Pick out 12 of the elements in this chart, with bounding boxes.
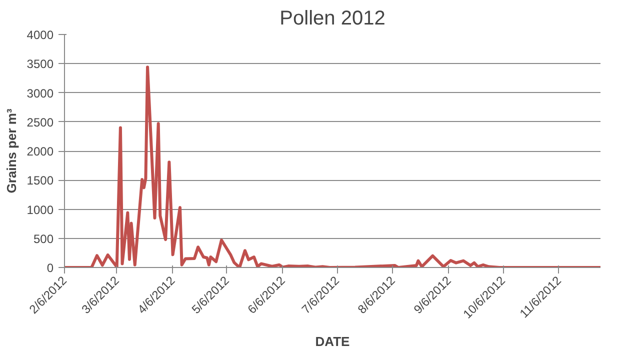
y-tick-label: 500 (33, 232, 54, 246)
chart-title: Pollen 2012 (280, 8, 386, 30)
y-tick-label: 2000 (26, 144, 54, 158)
y-tick-label: 3000 (26, 86, 54, 100)
y-tick-label: 2500 (26, 115, 54, 130)
y-tick-label: 0 (46, 261, 54, 275)
y-axis-title: Grains per m³ (4, 108, 19, 194)
x-axis-title: DATE (315, 334, 350, 350)
y-tick-label: 3500 (26, 57, 54, 72)
y-tick-label: 1000 (26, 202, 54, 217)
y-tick-label: 1500 (26, 174, 54, 188)
y-tick-label: 4000 (26, 28, 54, 42)
